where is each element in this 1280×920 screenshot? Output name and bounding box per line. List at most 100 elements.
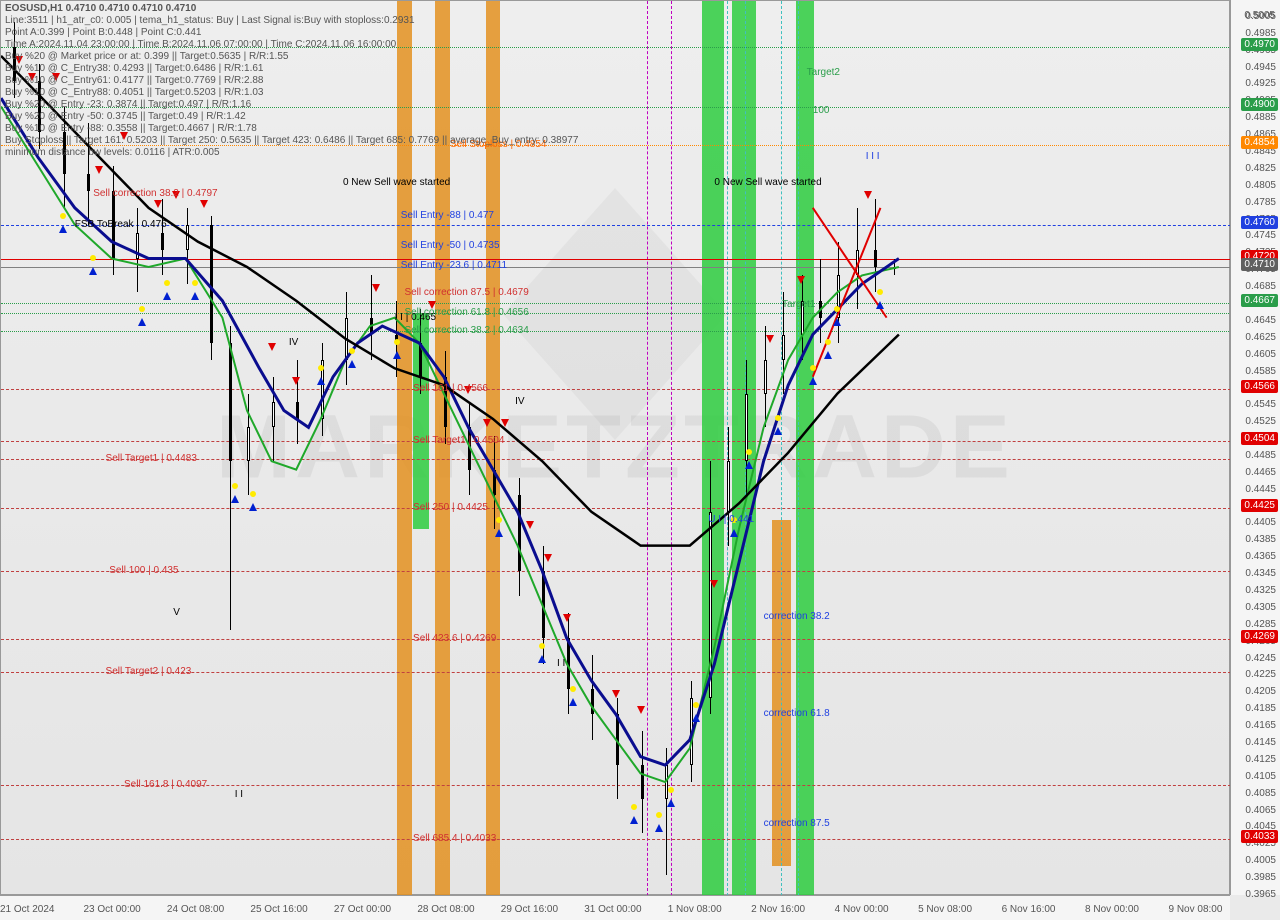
arrow-down-icon: [563, 614, 571, 622]
price-label: 0.4854: [1241, 136, 1278, 149]
arrow-up-icon: [317, 377, 325, 385]
y-tick: 0.4645: [1245, 315, 1276, 326]
arrow-up-icon: [833, 318, 841, 326]
arrow-down-icon: [710, 580, 718, 588]
marker-dot: [825, 339, 831, 345]
annotation: 0 New Sell wave started: [343, 177, 450, 188]
annotation: IV: [289, 337, 298, 348]
y-tick: 0.4145: [1245, 737, 1276, 748]
arrow-up-icon: [538, 655, 546, 663]
price-label: 0.5005: [1241, 9, 1278, 22]
annotation: Sell 423.6 | 0.4269: [413, 633, 496, 644]
arrow-up-icon: [876, 301, 884, 309]
arrow-down-icon: [95, 166, 103, 174]
y-tick: 0.4485: [1245, 450, 1276, 461]
y-tick: 0.4085: [1245, 788, 1276, 799]
annotation: correction 87.5: [764, 818, 830, 829]
arrow-up-icon: [630, 816, 638, 824]
annotation: Sell correction 38.2 | 0.4797: [93, 188, 217, 199]
y-tick: 0.4305: [1245, 602, 1276, 613]
x-tick: 24 Oct 08:00: [167, 904, 224, 915]
y-tick: 0.4805: [1245, 180, 1276, 191]
annotation: Sell 161 | 0.4566: [413, 383, 488, 394]
arrow-down-icon: [637, 706, 645, 714]
annotation: 0 New Sell wave started: [714, 177, 821, 188]
annotation: IV: [515, 396, 524, 407]
y-tick: 0.4985: [1245, 28, 1276, 39]
y-tick: 0.4445: [1245, 484, 1276, 495]
info-line: Buy %20 @ Entry -23: 0.3874 || Target:0.…: [5, 99, 251, 110]
marker-dot: [570, 686, 576, 692]
arrow-up-icon: [163, 292, 171, 300]
x-tick: 8 Nov 00:00: [1085, 904, 1139, 915]
annotation: correction 61.8: [764, 708, 830, 719]
annotation: U I | 0.441: [708, 514, 754, 525]
annotation: Sell 161.8 | 0.4097: [124, 779, 207, 790]
y-tick: 0.4465: [1245, 467, 1276, 478]
annotation: Sell 250 | 0.4425: [413, 502, 488, 513]
x-tick: 28 Oct 08:00: [417, 904, 474, 915]
y-tick: 0.4385: [1245, 534, 1276, 545]
y-axis: 0.39650.39850.40050.40250.40450.40650.40…: [1230, 0, 1280, 895]
marker-dot: [810, 365, 816, 371]
arrow-up-icon: [89, 267, 97, 275]
arrow-up-icon: [569, 698, 577, 706]
price-label: 0.4710: [1241, 258, 1278, 271]
arrow-down-icon: [797, 276, 805, 284]
y-tick: 0.4005: [1245, 855, 1276, 866]
annotation: Sell correction 61.8 | 0.4656: [404, 307, 528, 318]
annotation: Target2: [807, 67, 840, 78]
annotation: Sell Entry -88 | 0.477: [401, 210, 494, 221]
arrow-up-icon: [667, 799, 675, 807]
arrow-up-icon: [348, 360, 356, 368]
annotation: Sell Target1 | 0.4504: [413, 435, 504, 446]
annotation: Sell Target1 | 0.4483: [106, 453, 197, 464]
y-tick: 0.4525: [1245, 416, 1276, 427]
y-tick: 0.4165: [1245, 720, 1276, 731]
y-tick: 0.3965: [1245, 889, 1276, 900]
annotation: Sell Target2 | 0.423: [106, 666, 192, 677]
arrow-up-icon: [655, 824, 663, 832]
annotation: Sell correction 87.5 | 0.4679: [404, 287, 528, 298]
info-line: minimum distance bw levels: 0.0116 | ATR…: [5, 147, 220, 158]
price-label: 0.4033: [1241, 830, 1278, 843]
arrow-up-icon: [809, 377, 817, 385]
y-tick: 0.4125: [1245, 754, 1276, 765]
x-tick: 23 Oct 00:00: [83, 904, 140, 915]
annotation: correction 38.2: [764, 611, 830, 622]
y-tick: 0.4545: [1245, 399, 1276, 410]
info-line: EOSUSD,H1 0.4710 0.4710 0.4710 0.4710: [5, 3, 196, 14]
y-tick: 0.4625: [1245, 332, 1276, 343]
x-tick: 9 Nov 08:00: [1169, 904, 1223, 915]
arrow-down-icon: [372, 284, 380, 292]
arrow-up-icon: [249, 503, 257, 511]
price-label: 0.4900: [1241, 98, 1278, 111]
x-tick: 4 Nov 00:00: [835, 904, 889, 915]
marker-dot: [60, 213, 66, 219]
y-tick: 0.4745: [1245, 230, 1276, 241]
y-tick: 0.4285: [1245, 619, 1276, 630]
annotation: Sell 100 | 0.435: [109, 565, 178, 576]
price-label: 0.4566: [1241, 380, 1278, 393]
annotation: 100: [813, 105, 830, 116]
arrow-up-icon: [138, 318, 146, 326]
arrow-down-icon: [154, 200, 162, 208]
y-tick: 0.4785: [1245, 197, 1276, 208]
chart-area[interactable]: MARKETZTRADE Sell correction 38.2 | 0.47…: [0, 0, 1230, 895]
info-line: Buy %10 @ Entry -88: 0.3558 || Target:0.…: [5, 123, 257, 134]
x-tick: 6 Nov 16:00: [1002, 904, 1056, 915]
y-tick: 0.4925: [1245, 78, 1276, 89]
arrow-up-icon: [824, 351, 832, 359]
arrow-down-icon: [268, 343, 276, 351]
y-tick: 0.4325: [1245, 585, 1276, 596]
annotation: I I I: [866, 151, 880, 162]
arrow-down-icon: [526, 521, 534, 529]
info-line: Line:3511 | h1_atr_c0: 0.005 | tema_h1_s…: [5, 15, 415, 26]
y-tick: 0.4205: [1245, 686, 1276, 697]
price-label: 0.4425: [1241, 499, 1278, 512]
info-line: Point A:0.399 | Point B:0.448 | Point C:…: [5, 27, 201, 38]
price-label: 0.4760: [1241, 216, 1278, 229]
annotation: FSB ToBreak | 0.476: [75, 219, 167, 230]
marker-dot: [349, 348, 355, 354]
x-axis: 21 Oct 202423 Oct 00:0024 Oct 08:0025 Oc…: [0, 895, 1230, 920]
